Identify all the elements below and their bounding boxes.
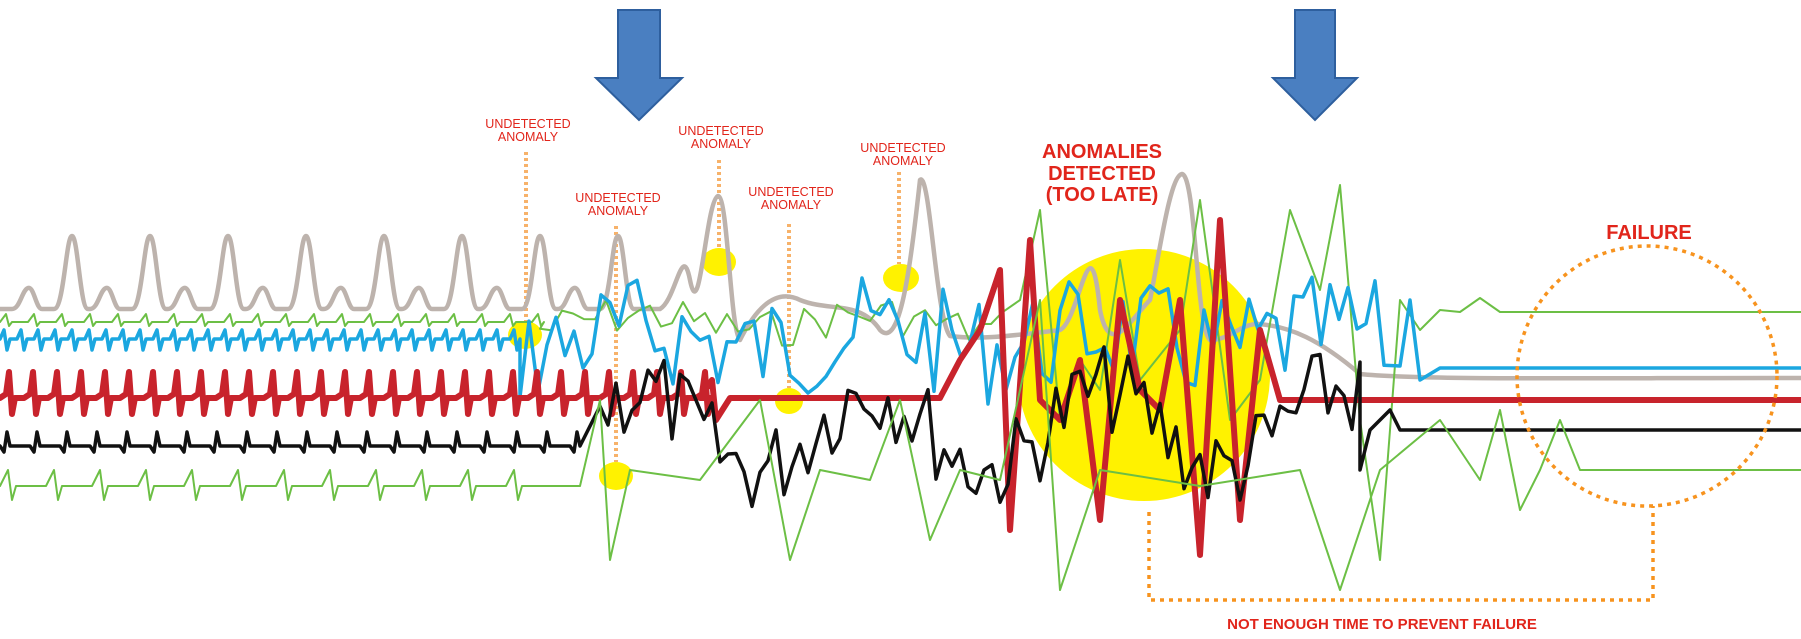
undetected-anomaly-label-2: UNDETECTED ANOMALY [575, 191, 661, 219]
arrows [593, 9, 1360, 122]
down-arrow-icon [593, 9, 685, 122]
undetected-anomaly-label-5: UNDETECTED ANOMALY [860, 141, 946, 169]
failure-callout [1147, 244, 1779, 602]
not-enough-time-bracket [1147, 506, 1655, 602]
undetected-anomaly-label-3: UNDETECTED ANOMALY [678, 124, 764, 152]
signal-traces [0, 171, 1801, 591]
grey-signal-trace [0, 171, 1801, 381]
anomaly-highlight-5 [883, 264, 919, 292]
green-signal-trace-upper [0, 184, 1801, 561]
anomalies-detected-label: ANOMALIES DETECTED (TOO LATE) [1042, 141, 1162, 207]
anomaly-highlight-2 [599, 462, 633, 490]
failure-label: FAILURE [1606, 222, 1692, 244]
leader-lines [524, 152, 901, 462]
undetected-anomaly-label-4: UNDETECTED ANOMALY [748, 185, 834, 213]
down-arrow-icon [1270, 9, 1360, 122]
black-signal-trace [0, 345, 1801, 509]
green-signal-trace-lower [0, 299, 1801, 591]
not-enough-time-label: NOT ENOUGH TIME TO PREVENT FAILURE [1227, 616, 1537, 633]
undetected-anomaly-label-1: UNDETECTED ANOMALY [485, 117, 571, 145]
failure-circle [1515, 244, 1779, 508]
blue-signal-trace [0, 275, 1801, 406]
highlights [508, 248, 1270, 501]
